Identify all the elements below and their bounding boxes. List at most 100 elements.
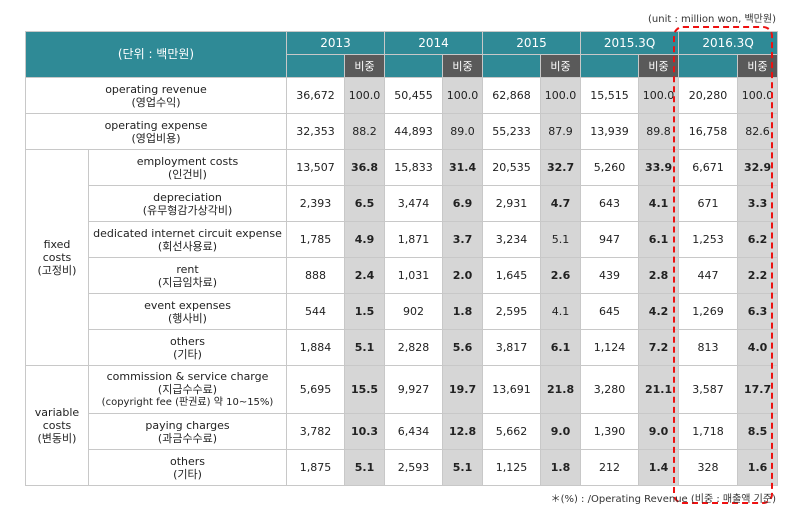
ratio-cell: 100.0 bbox=[540, 77, 582, 114]
amount-cell: 947 bbox=[580, 221, 640, 258]
row-label: rent (지급임차료) bbox=[88, 257, 287, 294]
row-label-en: operating expense bbox=[104, 118, 208, 132]
ratio-cell: 7.2 bbox=[638, 329, 680, 366]
amount-cell: 2,593 bbox=[384, 449, 444, 486]
unit-note: (unit : million won, 백만원) bbox=[648, 14, 776, 25]
amount-cell: 2,393 bbox=[286, 185, 345, 222]
table-row: operating revenue (영업수익) 36,672 100.0 50… bbox=[25, 77, 779, 114]
group-label-line: variable bbox=[34, 406, 80, 419]
ratio-cell: 1.6 bbox=[737, 449, 779, 486]
amount-cell: 1,884 bbox=[286, 329, 345, 366]
row-label-ko: (지급임차료) bbox=[157, 275, 218, 289]
ratio-cell: 19.7 bbox=[442, 365, 484, 414]
row-label: paying charges (과금수수료) bbox=[88, 413, 287, 450]
table-row: paying charges (과금수수료) 3,782 10.3 6,434 … bbox=[26, 413, 779, 450]
ratio-cell: 4.9 bbox=[343, 221, 386, 258]
ratio-cell: 88.2 bbox=[343, 113, 386, 150]
ratio-cell: 10.3 bbox=[343, 413, 386, 450]
table-row: dedicated internet circuit expense (회선사용… bbox=[26, 221, 779, 258]
row-label: commission & service charge (지급수수료) (cop… bbox=[88, 365, 287, 414]
amount-cell: 13,691 bbox=[482, 365, 542, 414]
ratio-cell: 6.3 bbox=[737, 293, 779, 330]
amount-cell: 2,595 bbox=[482, 293, 542, 330]
ratio-cell: 4.2 bbox=[638, 293, 680, 330]
amount-cell: 6,671 bbox=[678, 149, 739, 186]
ratio-cell: 4.1 bbox=[540, 293, 582, 330]
ratio-cell: 5.1 bbox=[343, 449, 386, 486]
amount-cell: 2,828 bbox=[384, 329, 444, 366]
amount-cell: 1,718 bbox=[678, 413, 739, 450]
amount-cell: 3,234 bbox=[482, 221, 542, 258]
amount-cell: 3,587 bbox=[678, 365, 739, 414]
group-label-line: (고정비) bbox=[37, 264, 77, 277]
amount-cell: 36,672 bbox=[286, 77, 345, 114]
amount-cell: 15,515 bbox=[580, 77, 640, 114]
ratio-cell: 32.7 bbox=[540, 149, 582, 186]
table-row: others (기타) 1,884 5.1 2,828 5.6 3,817 6.… bbox=[26, 329, 779, 366]
amount-cell: 643 bbox=[580, 185, 640, 222]
ratio-cell: 89.0 bbox=[442, 113, 484, 150]
group-label-line: costs bbox=[42, 251, 72, 264]
row-label-ko: (기타) bbox=[173, 467, 202, 481]
amount-cell: 447 bbox=[678, 257, 739, 294]
ratio-cell: 31.4 bbox=[442, 149, 484, 186]
amount-cell: 5,695 bbox=[286, 365, 345, 414]
ratio-cell: 8.5 bbox=[737, 413, 779, 450]
amount-cell: 813 bbox=[678, 329, 739, 366]
row-label: operating revenue (영업수익) bbox=[25, 77, 287, 114]
amount-cell: 439 bbox=[580, 257, 640, 294]
row-label-en: event expenses bbox=[144, 298, 231, 312]
row-label: event expenses (행사비) bbox=[88, 293, 287, 330]
table-row: operating expense (영업비용) 32,353 88.2 44,… bbox=[25, 113, 779, 150]
ratio-cell: 87.9 bbox=[540, 113, 582, 150]
ratio-cell: 36.8 bbox=[343, 149, 386, 186]
table-row: event expenses (행사비) 544 1.5 902 1.8 2,5… bbox=[26, 293, 779, 330]
ratio-cell: 32.9 bbox=[737, 149, 779, 186]
ratio-cell: 5.1 bbox=[442, 449, 484, 486]
amount-cell: 62,868 bbox=[482, 77, 542, 114]
amount-cell: 9,927 bbox=[384, 365, 444, 414]
ratio-cell: 100.0 bbox=[638, 77, 680, 114]
ratio-cell: 15.5 bbox=[343, 365, 386, 414]
ratio-cell: 1.8 bbox=[540, 449, 582, 486]
amount-cell: 328 bbox=[678, 449, 739, 486]
amount-cell: 1,875 bbox=[286, 449, 345, 486]
row-label-en: depreciation bbox=[153, 190, 222, 204]
header-ratio: 비중 bbox=[343, 54, 386, 78]
header-ratio: 비중 bbox=[638, 54, 680, 78]
group-label-variable: variable costs (변동비) bbox=[25, 365, 89, 486]
row-label-ko: (행사비) bbox=[168, 311, 207, 325]
ratio-cell: 1.8 bbox=[442, 293, 484, 330]
row-label: operating expense (영업비용) bbox=[25, 113, 287, 150]
amount-cell: 5,662 bbox=[482, 413, 542, 450]
table-row: variable costs (변동비) commission & servic… bbox=[25, 365, 779, 486]
amount-cell: 3,782 bbox=[286, 413, 345, 450]
header-amount bbox=[286, 54, 345, 78]
amount-cell: 544 bbox=[286, 293, 345, 330]
ratio-cell: 89.8 bbox=[638, 113, 680, 150]
ratio-cell: 21.8 bbox=[540, 365, 582, 414]
row-label-en: employment costs bbox=[136, 154, 239, 168]
row-label: depreciation (유무형감가상각비) bbox=[88, 185, 287, 222]
ratio-cell: 17.7 bbox=[737, 365, 779, 414]
amount-cell: 1,253 bbox=[678, 221, 739, 258]
header-ratio: 비중 bbox=[737, 54, 779, 78]
amount-cell: 1,645 bbox=[482, 257, 542, 294]
amount-cell: 1,031 bbox=[384, 257, 444, 294]
ratio-cell: 33.9 bbox=[638, 149, 680, 186]
ratio-cell: 2.8 bbox=[638, 257, 680, 294]
ratio-cell: 2.6 bbox=[540, 257, 582, 294]
ratio-cell: 12.8 bbox=[442, 413, 484, 450]
row-label-note: (copyright fee (판권료) 약 10~15%) bbox=[101, 397, 274, 408]
ratio-cell: 100.0 bbox=[343, 77, 386, 114]
row-label-en: operating revenue bbox=[105, 82, 207, 96]
row-label-en: paying charges bbox=[145, 418, 230, 432]
ratio-cell: 6.9 bbox=[442, 185, 484, 222]
amount-cell: 902 bbox=[384, 293, 444, 330]
row-label: others (기타) bbox=[88, 329, 287, 366]
amount-cell: 13,507 bbox=[286, 149, 345, 186]
amount-cell: 645 bbox=[580, 293, 640, 330]
amount-cell: 20,535 bbox=[482, 149, 542, 186]
header-period: 2016.3Q bbox=[678, 31, 779, 55]
ratio-cell: 2.2 bbox=[737, 257, 779, 294]
